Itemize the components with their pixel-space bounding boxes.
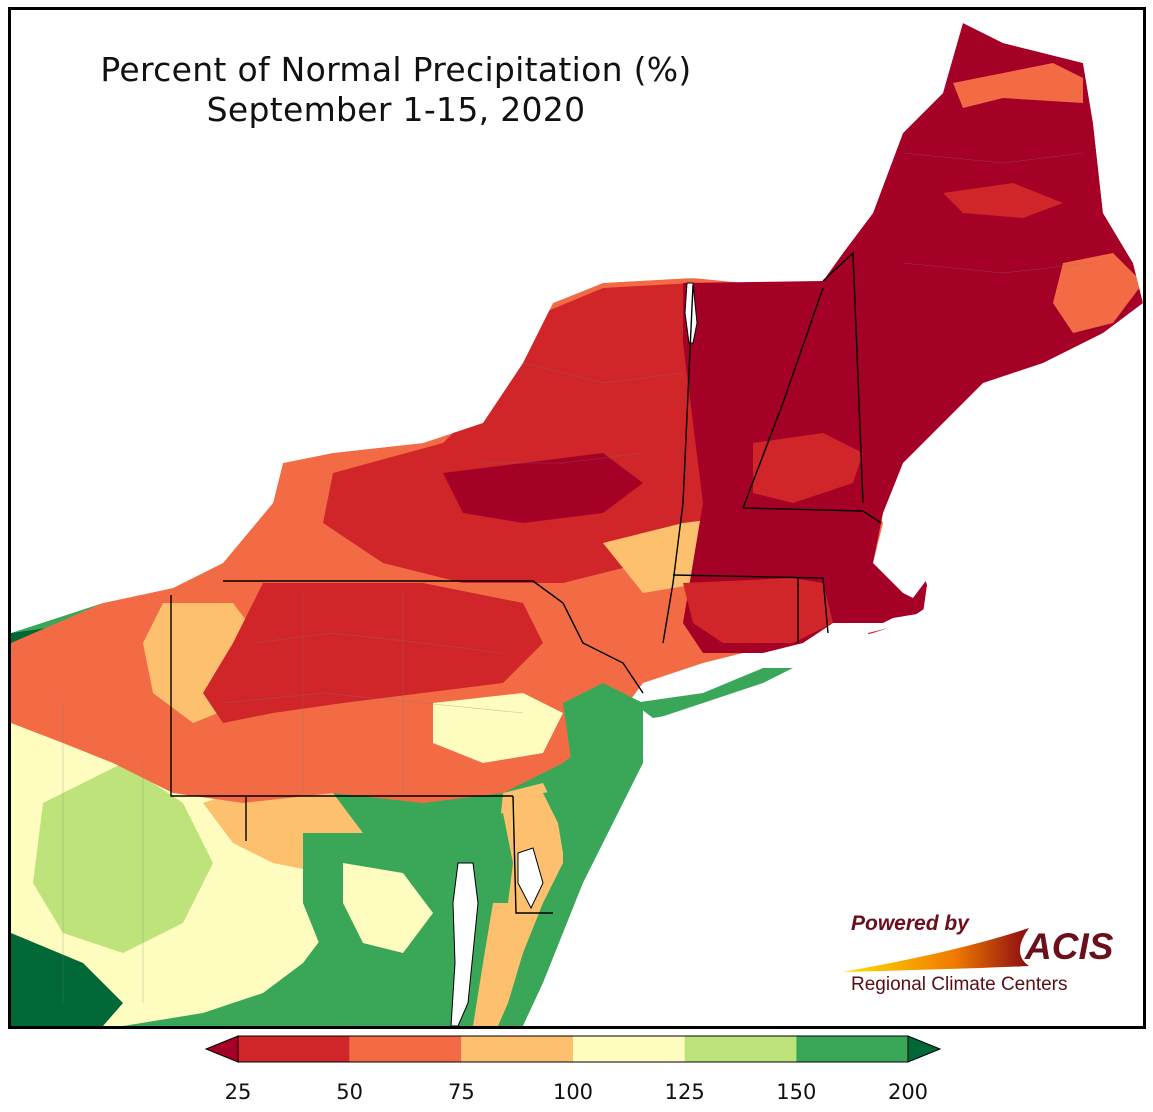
acis-powered-label: Powered by [851, 912, 969, 935]
canada-north [11, 10, 963, 633]
legend-border [237, 1035, 909, 1063]
region-pa-yellow [433, 693, 563, 763]
chesapeake-bay [450, 862, 479, 1026]
legend-bar [204, 1035, 942, 1063]
legend-bin [461, 1036, 573, 1062]
legend-tick-label: 50 [336, 1080, 364, 1104]
cape-cod [883, 578, 928, 618]
region-maine-coast2 [1053, 253, 1143, 333]
region-ma-red [683, 578, 833, 643]
map-frame: Percent of Normal Precipitation (%) Sept… [8, 7, 1146, 1029]
canada-ne [963, 10, 1143, 303]
legend-bin [796, 1036, 908, 1062]
region-maine-coast-orange [953, 63, 1083, 108]
legend-tick-label: 200 [887, 1080, 929, 1104]
region-yellow-md [343, 863, 433, 953]
precipitation-map [11, 10, 1143, 1026]
region-southwest-lightgreen [33, 763, 213, 953]
legend-tick-label: 100 [552, 1080, 594, 1104]
legend-bin [238, 1036, 350, 1062]
legend-tick-label: 150 [776, 1080, 817, 1104]
region-sw-dark2 [11, 933, 123, 1026]
legend-bin [349, 1036, 462, 1062]
region-se-nj [543, 783, 613, 863]
region-maine-red-band [943, 183, 1063, 218]
acis-subtitle: Regional Climate Centers [851, 974, 1068, 995]
legend-tick-label: 75 [447, 1080, 475, 1104]
legend-bin [684, 1036, 797, 1062]
region-nh-band [753, 433, 863, 503]
legend-arrow-high [907, 1035, 942, 1063]
map-subtitle: September 1-15, 2020 [206, 90, 586, 129]
region-pa-red [203, 583, 543, 723]
county-lines [62, 152, 1094, 1003]
region-ny-darkred [443, 453, 643, 523]
lake-champlain [684, 282, 698, 344]
ocean-east [523, 313, 1143, 1026]
legend-tick-label: 25 [224, 1080, 252, 1104]
long-island [633, 668, 793, 718]
acis-logo: Powered by ACIS Regional Climate Centers [839, 910, 1129, 1005]
delaware-bay [517, 847, 544, 910]
acis-name: ACIS [1025, 926, 1114, 967]
legend-colorbar: 25 50 75 100 125 150 200 [200, 1030, 950, 1112]
legend-bin [573, 1036, 685, 1062]
state-borders [170, 251, 882, 914]
legend-tick-label: 125 [664, 1080, 705, 1104]
region-delmarva [473, 783, 563, 1026]
legend-arrow-low [204, 1035, 239, 1063]
map-title: Percent of Normal Precipitation (%) [100, 50, 692, 89]
acis-swoosh [843, 928, 1029, 972]
